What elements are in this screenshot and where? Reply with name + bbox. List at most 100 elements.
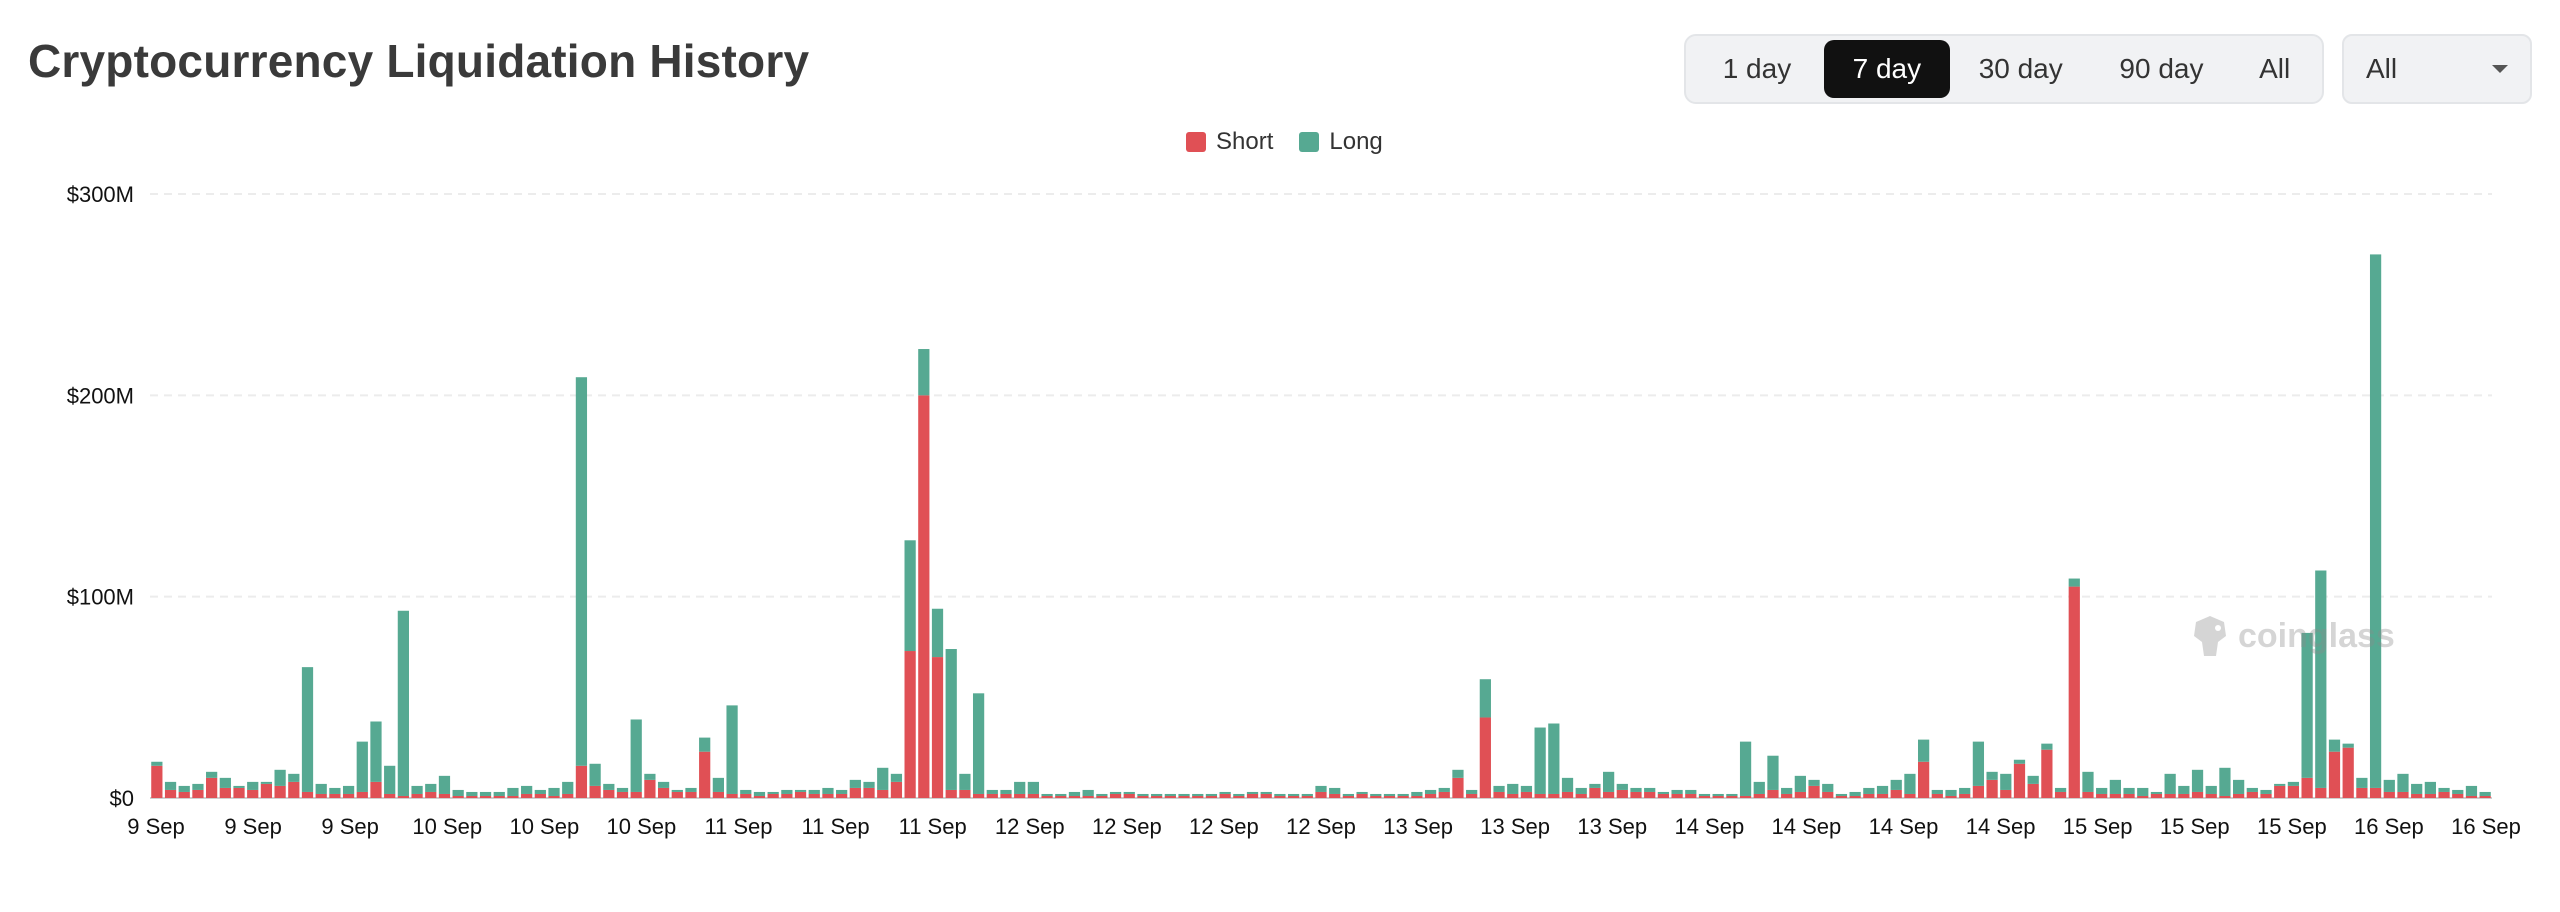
bar-short[interactable] — [603, 789, 615, 798]
bar-long[interactable] — [151, 761, 163, 766]
bar-long[interactable] — [1657, 791, 1670, 794]
bar-long[interactable] — [2301, 632, 2313, 778]
bar-long[interactable] — [2219, 767, 2231, 796]
bar-long[interactable] — [1411, 791, 1423, 796]
bar-long[interactable] — [1287, 793, 1300, 796]
bar-long[interactable] — [2041, 743, 2053, 750]
bar-short[interactable] — [1808, 785, 1820, 798]
bar-long[interactable] — [1918, 739, 1930, 762]
bar-long[interactable] — [1233, 793, 1245, 796]
bar-short[interactable] — [685, 791, 697, 798]
bar-long[interactable] — [1849, 791, 1861, 796]
bar-long[interactable] — [1863, 787, 1875, 794]
bar-long[interactable] — [1959, 787, 1971, 794]
bar-short[interactable] — [794, 791, 807, 798]
bar-long[interactable] — [836, 789, 848, 794]
bar-long[interactable] — [507, 787, 519, 796]
bar-short[interactable] — [356, 791, 368, 798]
range-30-day-button[interactable]: 30 day — [1954, 40, 2088, 98]
bar-short[interactable] — [1822, 791, 1834, 798]
bar-short[interactable] — [959, 789, 971, 798]
bar-short[interactable] — [1151, 795, 1163, 798]
bar-long[interactable] — [959, 773, 971, 790]
bar-long[interactable] — [657, 781, 670, 788]
bar-short[interactable] — [2397, 791, 2409, 798]
bar-short[interactable] — [1014, 793, 1026, 798]
bar-long[interactable] — [2123, 787, 2135, 794]
bar-long[interactable] — [863, 781, 875, 788]
bar-long[interactable] — [1671, 789, 1683, 794]
bar-long[interactable] — [1972, 741, 1985, 786]
bar-long[interactable] — [397, 610, 409, 796]
bar-long[interactable] — [1575, 787, 1587, 794]
bar-short[interactable] — [2082, 791, 2094, 798]
bar-long[interactable] — [2411, 783, 2423, 794]
bar-short[interactable] — [1986, 779, 1998, 798]
bar-short[interactable] — [1753, 793, 1765, 798]
bar-short[interactable] — [1109, 793, 1122, 798]
bar-long[interactable] — [288, 773, 300, 782]
bar-short[interactable] — [2246, 791, 2258, 798]
bar-long[interactable] — [466, 791, 478, 796]
bar-long[interactable] — [2233, 779, 2245, 794]
bar-long[interactable] — [685, 787, 697, 792]
bar-long[interactable] — [1424, 789, 1437, 794]
bar-short[interactable] — [2411, 793, 2423, 798]
bar-short[interactable] — [1644, 791, 1656, 798]
bar-long[interactable] — [274, 769, 286, 786]
bar-short[interactable] — [1520, 791, 1533, 798]
bar-long[interactable] — [1534, 727, 1546, 794]
bar-short[interactable] — [849, 787, 861, 798]
bar-short[interactable] — [288, 781, 300, 798]
bar-short[interactable] — [836, 793, 848, 798]
bar-long[interactable] — [2369, 254, 2382, 788]
bar-long[interactable] — [2137, 787, 2149, 796]
bar-short[interactable] — [2438, 791, 2450, 798]
bar-long[interactable] — [1726, 793, 1738, 796]
bar-long[interactable] — [192, 783, 204, 790]
bar-long[interactable] — [1466, 789, 1478, 794]
bar-short[interactable] — [1739, 795, 1752, 798]
bar-short[interactable] — [1301, 795, 1313, 798]
bar-long[interactable] — [1301, 793, 1313, 796]
bar-long[interactable] — [2054, 787, 2067, 792]
legend-item-short[interactable]: Short — [1186, 128, 1273, 156]
bar-short[interactable] — [1411, 795, 1423, 798]
bar-short[interactable] — [726, 793, 738, 798]
bar-long[interactable] — [1329, 787, 1341, 794]
bar-short[interactable] — [1575, 793, 1587, 798]
bar-long[interactable] — [904, 540, 916, 652]
bar-short[interactable] — [1863, 793, 1875, 798]
range-1-day-button[interactable]: 1 day — [1694, 40, 1820, 98]
bar-short[interactable] — [644, 779, 656, 798]
bar-short[interactable] — [1657, 793, 1670, 798]
bar-short[interactable] — [2328, 751, 2341, 798]
range-all-button[interactable]: All — [2235, 40, 2314, 98]
bar-short[interactable] — [1137, 795, 1149, 798]
bar-short[interactable] — [1712, 795, 1724, 798]
range-90-day-button[interactable]: 90 day — [2092, 40, 2232, 98]
bar-short[interactable] — [301, 791, 314, 798]
bar-short[interactable] — [2479, 795, 2491, 798]
bar-short[interactable] — [2178, 793, 2190, 798]
bar-long[interactable] — [1164, 793, 1176, 796]
bar-short[interactable] — [1438, 791, 1450, 798]
bar-short[interactable] — [767, 793, 779, 798]
bar-short[interactable] — [206, 777, 218, 798]
bar-short[interactable] — [1123, 793, 1135, 798]
bar-long[interactable] — [1027, 781, 1040, 794]
bar-short[interactable] — [1397, 795, 1409, 798]
bar-short[interactable] — [397, 795, 409, 798]
bar-long[interactable] — [616, 787, 629, 792]
bar-long[interactable] — [2438, 787, 2450, 792]
bar-short[interactable] — [1219, 793, 1231, 798]
bar-short[interactable] — [1589, 787, 1601, 798]
bar-short[interactable] — [1096, 795, 1108, 798]
bar-long[interactable] — [2109, 779, 2121, 794]
bar-long[interactable] — [329, 787, 341, 794]
bar-short[interactable] — [219, 787, 231, 798]
bar-short[interactable] — [2191, 791, 2204, 798]
bar-short[interactable] — [507, 795, 519, 798]
bar-long[interactable] — [2479, 791, 2491, 796]
bar-long[interactable] — [1246, 791, 1259, 794]
